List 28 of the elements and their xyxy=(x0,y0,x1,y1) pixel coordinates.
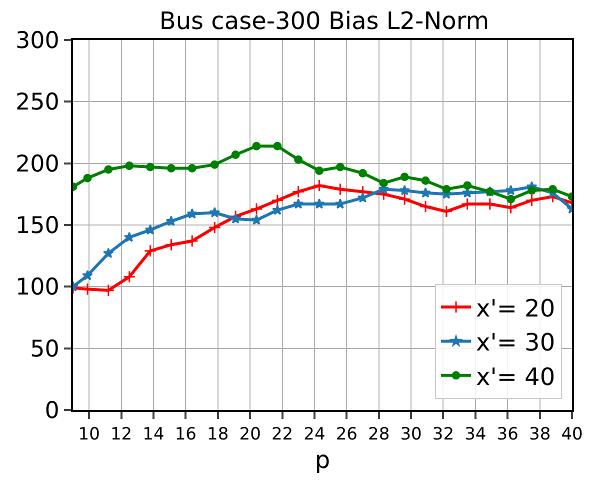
x-tick-label: 16 xyxy=(174,424,196,444)
x-tick-label: 10 xyxy=(78,424,100,444)
x-tick-label: 14 xyxy=(142,424,164,444)
x-tick-label: 18 xyxy=(207,424,229,444)
legend-label: x'= 40 xyxy=(476,362,556,391)
y-tick-label: 300 xyxy=(15,28,60,54)
x-tick-label: 26 xyxy=(336,424,358,444)
x-tick-label: 28 xyxy=(368,424,390,444)
x-tick-label: 22 xyxy=(271,424,294,444)
y-tick-label: 0 xyxy=(44,398,60,424)
legend-label: x'= 20 xyxy=(476,294,556,322)
x-tick-label: 20 xyxy=(239,424,261,444)
y-tick-label: 100 xyxy=(15,274,60,301)
x-tick-label: 38 xyxy=(528,424,551,444)
y-tick-label: 150 xyxy=(15,213,60,240)
x-tick-label: 40 xyxy=(561,424,583,444)
y-tick-label: 250 xyxy=(15,90,60,116)
x-tick-label: 30 xyxy=(400,424,422,444)
x-tick-label: 32 xyxy=(432,424,454,444)
legend-label: x'= 30 xyxy=(476,328,556,357)
x-tick-label: 36 xyxy=(496,424,518,444)
x-tick-label: 12 xyxy=(110,424,132,444)
y-tick-label: 50 xyxy=(30,336,60,362)
chart-title: Bus case-300 Bias L2-Norm xyxy=(159,6,490,35)
x-axis-title: p xyxy=(314,446,330,474)
x-tick-label: 34 xyxy=(464,424,486,444)
y-tick-label: 200 xyxy=(15,151,60,178)
x-tick-label: 24 xyxy=(304,424,326,444)
